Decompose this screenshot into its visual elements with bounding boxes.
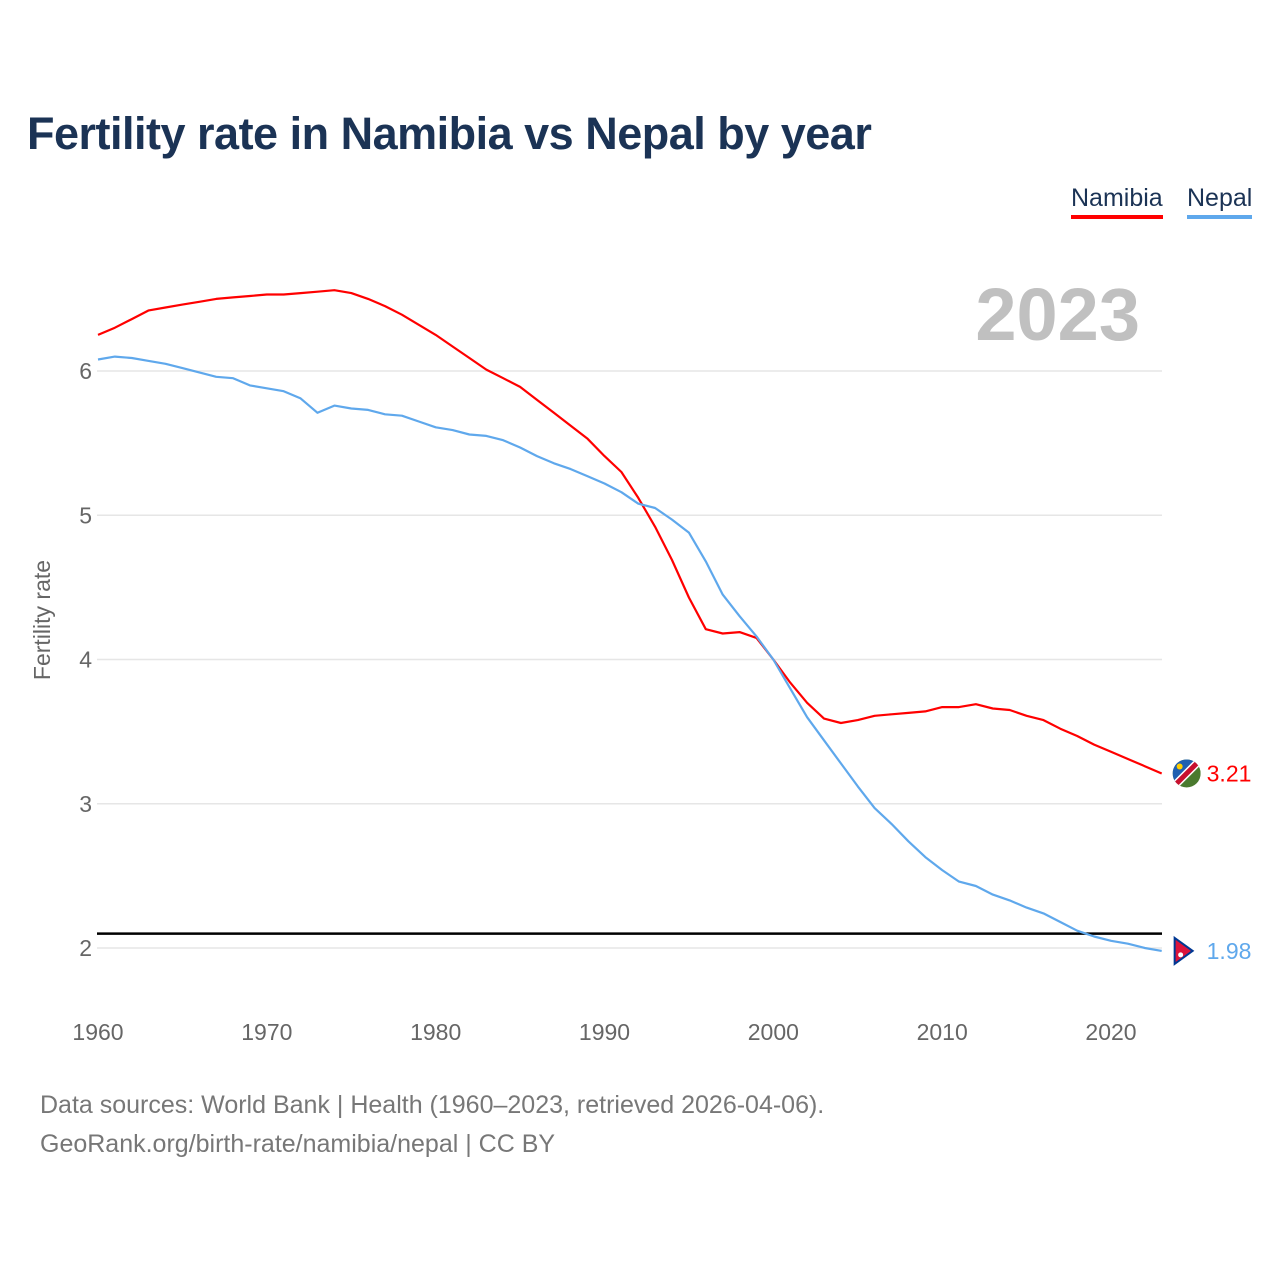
- x-tick-label: 2020: [1085, 1019, 1136, 1045]
- chart-title: Fertility rate in Namibia vs Nepal by ye…: [27, 108, 872, 159]
- namibia-flag-icon: [1172, 759, 1201, 788]
- y-tick-label: 6: [79, 358, 92, 384]
- x-tick-label: 1990: [579, 1019, 630, 1045]
- series-line-nepal: [97, 355, 1162, 952]
- data-source-text: Data sources: World Bank | Health (1960–…: [40, 1091, 825, 1119]
- series-line-namibia: [97, 289, 1163, 775]
- y-tick-label: 5: [79, 502, 92, 528]
- y-axis-label: Fertility rate: [29, 560, 55, 680]
- y-tick-label: 2: [79, 935, 92, 961]
- x-tick-label: 2000: [748, 1019, 799, 1045]
- x-tick-label: 2010: [917, 1019, 968, 1045]
- legend-item-nepal[interactable]: Nepal: [1187, 184, 1253, 219]
- end-value-label-namibia: 3.21: [1207, 760, 1252, 786]
- x-tick-label: 1970: [241, 1019, 292, 1045]
- x-tick-label: 1960: [72, 1019, 123, 1045]
- year-watermark: 2023: [975, 273, 1140, 356]
- legend-item-namibia[interactable]: Namibia: [1071, 184, 1163, 219]
- attribution-link[interactable]: GeoRank.org/birth-rate/namibia/nepal | C…: [40, 1130, 556, 1158]
- x-tick-label: 1980: [410, 1019, 461, 1045]
- end-value-label-nepal: 1.98: [1207, 938, 1252, 964]
- y-tick-label: 4: [79, 647, 92, 673]
- footer: Data sources: World Bank | Health (1960–…: [40, 1086, 824, 1164]
- y-tick-label: 3: [79, 791, 92, 817]
- nepal-flag-icon: [1172, 935, 1201, 966]
